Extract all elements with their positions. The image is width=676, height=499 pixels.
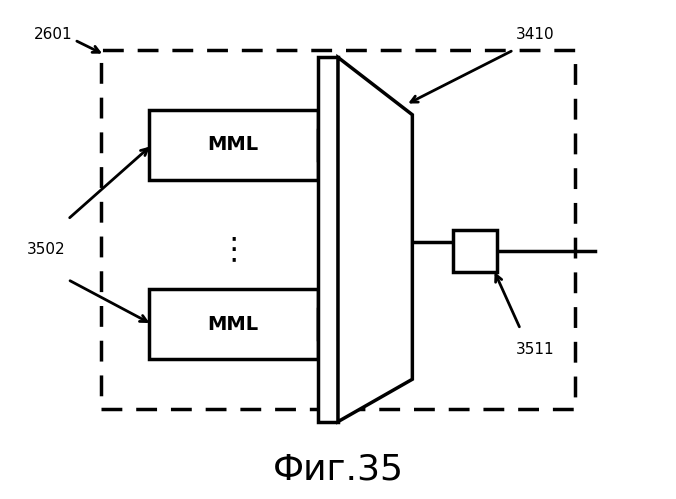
Bar (318, 309, 335, 339)
Text: MML: MML (208, 135, 259, 154)
Text: Фиг.35: Фиг.35 (272, 452, 404, 486)
Bar (149, 289, 318, 359)
Bar (149, 110, 318, 180)
Text: MML: MML (208, 315, 259, 334)
Polygon shape (338, 57, 412, 422)
Text: ⋮: ⋮ (218, 235, 249, 264)
Bar (453, 230, 497, 272)
Text: 2601: 2601 (34, 27, 72, 42)
Bar (318, 130, 335, 160)
Bar (101, 50, 575, 409)
Text: 3502: 3502 (27, 242, 66, 257)
Text: 3511: 3511 (516, 342, 554, 357)
Text: 3410: 3410 (516, 27, 554, 42)
Polygon shape (318, 57, 338, 422)
